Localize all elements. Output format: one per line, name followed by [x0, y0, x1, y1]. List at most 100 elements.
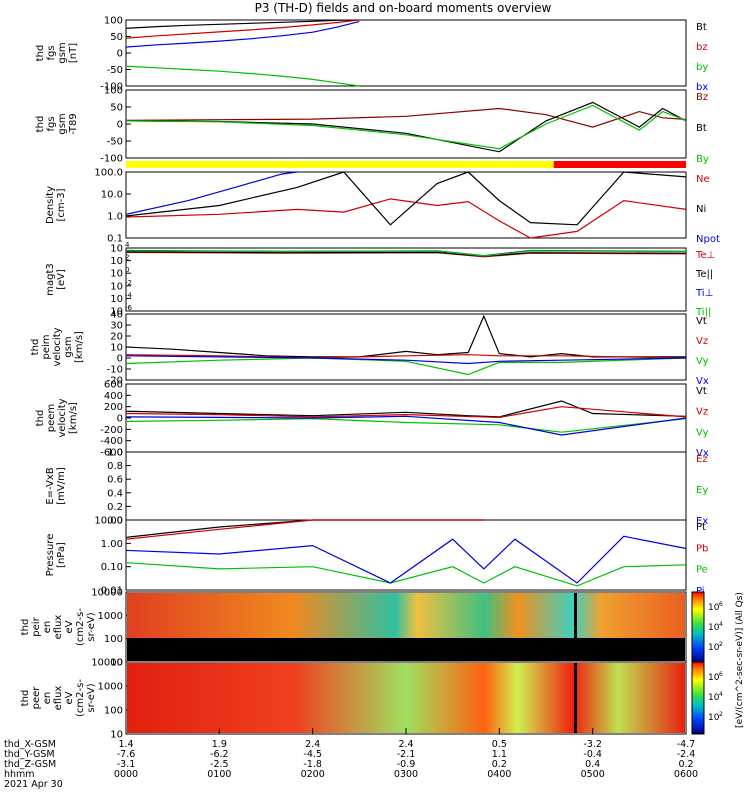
y-tick-label: -600 — [100, 448, 123, 459]
series-line-Vx — [125, 415, 687, 436]
x-row-value: -0.4 — [583, 749, 602, 760]
legend-Vx: Vx — [696, 448, 709, 459]
series-line-Ni — [125, 171, 687, 226]
x-row-label: thd_X-GSM — [4, 739, 56, 750]
y-axis-label: E=-VxB — [45, 467, 56, 504]
x-row-label: thd_Y-GSM — [4, 749, 55, 760]
y-axis-label: [km/s] — [68, 402, 79, 434]
series-line-Vz — [125, 354, 687, 359]
y-axis-label: Pressure — [45, 534, 56, 577]
panel-3: 100.0 10.0 1.0 0.1 Density [cm-3] Ne Ni Npot — [45, 168, 720, 246]
y-tick-label: 10 — [110, 294, 123, 305]
y-tick-label: 30 — [110, 321, 123, 332]
y-axis-label: en — [42, 621, 53, 634]
legend-Bz: Bz — [696, 92, 708, 103]
date-label: 2021 Apr 30 — [4, 779, 63, 790]
y-tick-label: 10 — [110, 658, 123, 669]
legend-by: by — [696, 62, 708, 73]
series-line-Pt — [125, 519, 484, 538]
y-axis-label: peir — [31, 616, 42, 636]
colorbar-tick-exp: 2 — [719, 641, 723, 648]
y-tick-label: 0.6 — [107, 475, 123, 486]
y-axis-label: [nT] — [68, 43, 79, 63]
y-tick-label: 0.8 — [107, 461, 123, 472]
colorbar-tick: 10 — [708, 603, 720, 613]
x-row-value: 0400 — [487, 769, 511, 780]
y-tick-label: 0 — [117, 354, 123, 365]
colorbar: 10 610 410 210 610 410 2 [eV/(cm^2-sec-sr-eV)] … — [691, 591, 745, 735]
y-tick-label: -100 — [100, 82, 123, 93]
legend-Vz: Vz — [696, 407, 708, 418]
y-tick-label: 20 — [110, 332, 123, 343]
legend-Vz: Vz — [696, 336, 708, 347]
y-tick-label: 10 — [110, 244, 123, 255]
y-axis-label: peer — [31, 686, 42, 710]
y-tick-label: -200 — [100, 425, 123, 436]
x-row-value: 2.4 — [305, 739, 320, 750]
x-row-value: 0.2 — [492, 759, 507, 770]
y-tick-label: 10.00 — [94, 516, 123, 527]
legend-Vt: Vt — [696, 386, 707, 397]
x-row-value: 1.1 — [492, 749, 507, 760]
y-tick-label: 10 — [110, 343, 123, 354]
y-tick-label: 100 — [104, 634, 123, 645]
x-row-value: 0.5 — [492, 739, 507, 750]
y-tick-label: 0.4 — [107, 488, 123, 499]
y-tick-label: 400 — [104, 391, 123, 402]
x-row-value: -4.7 — [677, 739, 696, 750]
x-row-value: 0.2 — [678, 759, 693, 770]
y-axis-label: eV — [64, 620, 75, 633]
x-row-value: 0500 — [581, 769, 605, 780]
legend-Ey: Ey — [696, 485, 708, 496]
series-line-By — [125, 104, 687, 150]
y-tick-exponent: 4 — [125, 241, 130, 249]
data-gap — [574, 663, 577, 733]
y-axis-label: thd — [20, 619, 31, 636]
legend-Pe: Pe — [696, 565, 708, 576]
legend-Vy: Vy — [696, 427, 709, 438]
y-tick-label: 1.00 — [101, 539, 123, 550]
colorbar-tick: 10 — [708, 693, 720, 703]
figure-title: P3 (TH-D) fields and on-board moments ov… — [255, 1, 552, 15]
series-line-Bt — [125, 19, 360, 29]
panel-frame — [125, 451, 687, 521]
series-line-Vz — [125, 406, 687, 419]
y-axis-label: [km/s] — [74, 331, 85, 363]
y-tick-label: -50 — [107, 65, 123, 76]
y-axis-label: velocity — [52, 327, 63, 366]
legend-Bt: Bt — [696, 22, 707, 33]
y-tick-label: 0.01 — [101, 586, 123, 597]
legend-Pt: Pt — [696, 522, 706, 533]
x-row-value: 1.4 — [118, 739, 133, 750]
colorbar-tick: 10 — [708, 713, 720, 723]
legend-Ti||: Ti|| — [695, 307, 711, 318]
series-line-Vt — [125, 314, 686, 358]
y-tick-label: 0.1 — [107, 234, 123, 245]
y-axis-label: thd — [35, 410, 46, 427]
x-row-value: 0.4 — [585, 759, 600, 770]
legend-Ez: Ez — [696, 454, 708, 465]
x-row-value: 0600 — [674, 769, 698, 780]
x-row-value: -7.6 — [117, 749, 136, 760]
x-row-value: -4.5 — [303, 749, 322, 760]
legend-By: By — [696, 154, 709, 165]
y-tick-label: 200 — [104, 402, 123, 413]
series-line-Vx — [125, 355, 687, 365]
series-line-Pi — [125, 535, 687, 584]
y-axis-label: eflux — [53, 686, 64, 711]
legend-Ni: Ni — [696, 204, 706, 215]
mode-bar-fast — [553, 161, 686, 168]
colorbar-tick-exp: 4 — [719, 621, 723, 628]
series-line-by — [125, 65, 360, 87]
legend-Te⊥: Te⊥ — [695, 250, 715, 261]
y-axis-label: gsm — [57, 113, 68, 134]
y-axis-label: Density — [45, 186, 56, 224]
y-axis-label: fgs — [46, 116, 57, 131]
y-axis-label: eflux — [53, 615, 64, 640]
x-row-value: 0300 — [394, 769, 418, 780]
y-axis-label: thd — [35, 116, 46, 133]
x-row-value: -0.9 — [397, 759, 416, 770]
y-tick-label: 0.10 — [101, 562, 123, 573]
